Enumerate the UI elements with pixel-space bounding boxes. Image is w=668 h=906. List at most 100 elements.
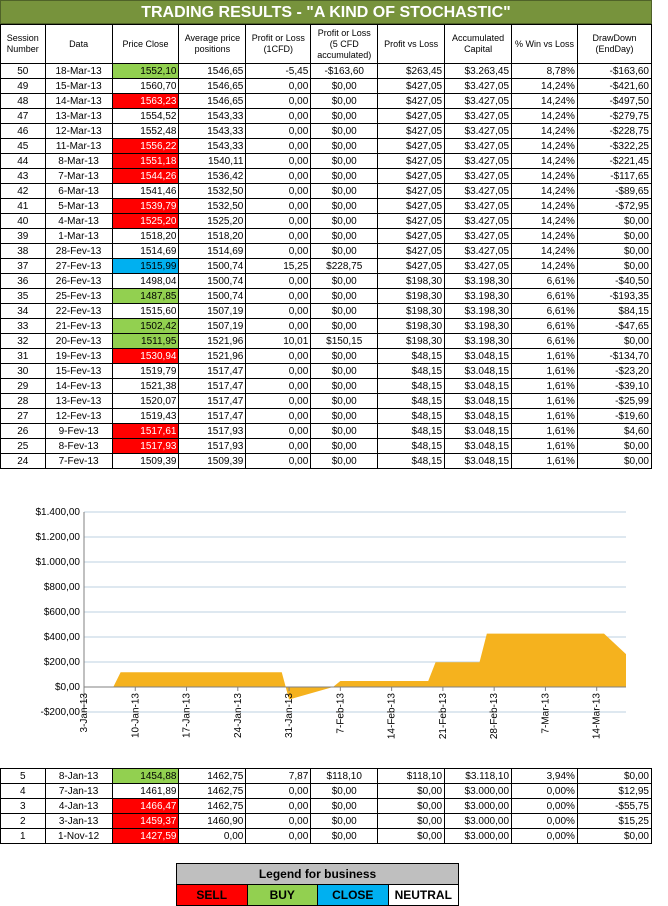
cell-ac: $3.427,05 [444,138,513,154]
cell-p: 1551,18 [111,153,180,169]
cell-a: 1543,33 [178,138,247,154]
cell-p: 1525,20 [111,213,180,229]
cell-ac: $3.427,05 [444,198,513,214]
cell-ac: $3.000,00 [444,813,513,829]
cell-dd: -$421,60 [576,78,653,94]
cell-d: 13-Mar-13 [44,108,113,124]
cell-p: 1530,94 [111,348,180,364]
cell-s: 31 [0,348,46,364]
table-row: 50 18-Mar-13 1552,10 1546,65 -5,45 -$163,60 $2… [0,63,653,79]
cell-a: 1500,74 [178,258,247,274]
cell-p: 1511,95 [111,333,180,349]
cell-a: 1462,75 [178,798,247,814]
chart-svg: -$200,00 $0,00 $200,00 $400,00 $600,00 $800,0… [36,507,626,739]
table-row: 25 8-Fev-13 1517,93 1517,93 0,00 $0,00 $48,15 $… [0,438,653,454]
cell-p: 1541,46 [111,183,180,199]
cell-p: 1544,26 [111,168,180,184]
cell-d: 8-Fev-13 [44,438,113,454]
cell-ac: $3.000,00 [444,783,513,799]
column-header: Session Number [0,24,46,64]
cell-pl: 0,00 [245,408,312,424]
cell-pv: $427,05 [377,198,446,214]
cell-dd: $4,60 [576,423,653,439]
cell-s: 30 [0,363,46,379]
cell-pl: 0,00 [245,393,312,409]
cell-pl5: $0,00 [310,318,379,334]
cell-s: 1 [0,828,46,844]
table-row: 37 27-Fev-13 1515,99 1500,74 15,25 $228,75 $42… [0,258,653,274]
cell-a: 1517,93 [178,438,247,454]
cell-p: 1515,60 [111,303,180,319]
cell-w: 14,24% [511,78,578,94]
cell-w: 0,00% [511,798,578,814]
table-row: 1 1-Nov-12 1427,59 0,00 0,00 $0,00 $0,00 $3.000… [0,828,653,844]
cell-ac: $3.427,05 [444,243,513,259]
cell-dd: -$25,99 [576,393,653,409]
cell-pl: 0,00 [245,303,312,319]
cell-pv: $118,10 [377,768,446,784]
cell-pl5: $0,00 [310,213,379,229]
cell-pl: 0,00 [245,153,312,169]
cell-pl: 0,00 [245,288,312,304]
cell-dd: $0,00 [576,828,653,844]
cell-pl5: $228,75 [310,258,379,274]
cell-p: 1520,07 [111,393,180,409]
cell-w: 14,24% [511,198,578,214]
y-tick-label: $1.200,00 [36,532,81,543]
cell-pl: 0,00 [245,168,312,184]
cell-a: 1532,50 [178,183,247,199]
cell-pv: $198,30 [377,303,446,319]
cell-w: 14,24% [511,243,578,259]
cell-pv: $427,05 [377,78,446,94]
cell-w: 0,00% [511,813,578,829]
cell-p: 1427,59 [111,828,180,844]
cell-pl: 0,00 [245,798,312,814]
header-row: Session Number Data Price Close Average pri… [0,24,653,64]
cell-ac: $3.263,45 [444,63,513,79]
cell-pl: 0,00 [245,378,312,394]
cell-w: 0,00% [511,783,578,799]
cell-dd: $0,00 [576,333,653,349]
table-row: 28 13-Fev-13 1520,07 1517,47 0,00 $0,00 $48,15… [0,393,653,409]
cell-s: 46 [0,123,46,139]
trading-results-table: Session Number Data Price Close Average pri… [0,24,653,469]
cell-a: 1517,93 [178,423,247,439]
table-row: 44 8-Mar-13 1551,18 1540,11 0,00 $0,00 $427,05… [0,153,653,169]
cell-a: 1517,47 [178,393,247,409]
cell-pv: $198,30 [377,288,446,304]
cell-s: 32 [0,333,46,349]
cell-s: 29 [0,378,46,394]
trading-results-table-bottom: 5 8-Jan-13 1454,88 1462,75 7,87 $118,10 $118,1… [0,768,653,844]
table-row: 40 4-Mar-13 1525,20 1525,20 0,00 $0,00 $427,05… [0,213,653,229]
cell-pl5: $118,10 [310,768,379,784]
column-header: Profit or Loss (1CFD) [245,24,312,64]
column-header: Average price positions [178,24,247,64]
cell-a: 1543,33 [178,108,247,124]
column-header: % Win vs Loss [511,24,578,64]
cell-d: 18-Mar-13 [44,63,113,79]
cell-dd: -$193,35 [576,288,653,304]
cell-pl5: $0,00 [310,288,379,304]
legend-title: Legend for business [177,864,458,885]
cell-d: 4-Mar-13 [44,213,113,229]
cell-a: 1462,75 [178,768,247,784]
cell-pv: $427,05 [377,108,446,124]
cell-pv: $427,05 [377,153,446,169]
cell-dd: -$322,25 [576,138,653,154]
cell-pv: $0,00 [377,813,446,829]
cell-ac: $3.427,05 [444,258,513,274]
cell-pv: $48,15 [377,393,446,409]
cell-a: 0,00 [178,828,247,844]
cell-p: 1466,47 [111,798,180,814]
cell-dd: $0,00 [576,453,653,469]
cell-dd: $84,15 [576,303,653,319]
cell-d: 6-Mar-13 [44,183,113,199]
cell-w: 1,61% [511,393,578,409]
y-tick-label: $600,00 [44,607,81,618]
cell-pl5: $0,00 [310,183,379,199]
table-row: 32 20-Fev-13 1511,95 1521,96 10,01 $150,15 $19… [0,333,653,349]
cell-s: 50 [0,63,46,79]
y-tick-label: $800,00 [44,582,81,593]
cell-dd: -$72,95 [576,198,653,214]
cell-pl5: $0,00 [310,813,379,829]
